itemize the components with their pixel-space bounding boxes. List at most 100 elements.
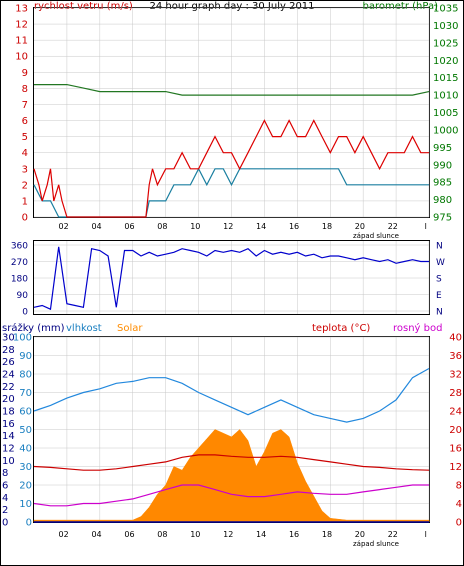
p1-x-tick-02: 02 bbox=[59, 222, 69, 231]
p1-right-tick-1035: 1035 bbox=[433, 4, 458, 15]
p3-rain-tick-18: 18 bbox=[2, 407, 15, 418]
p2-right-tick-2: S bbox=[436, 275, 442, 285]
p3-x-tick-16: 16 bbox=[289, 530, 299, 539]
p1-x-tick-18: 18 bbox=[322, 222, 332, 231]
p3-rain-tick-28: 28 bbox=[2, 345, 15, 356]
humidity-line bbox=[33, 367, 430, 423]
wind-gust-line bbox=[33, 119, 429, 218]
p3-temp-tick-24: 24 bbox=[449, 407, 462, 418]
p1-left-tick-2: 2 bbox=[22, 180, 28, 191]
barometer-label: barometr (hPa) bbox=[363, 1, 439, 12]
p1-left-tick-1: 1 bbox=[22, 196, 28, 207]
p3-x-tick-18: 18 bbox=[322, 530, 332, 539]
p3-x-tick-l: l bbox=[425, 530, 427, 539]
p1-right-tick-985: 985 bbox=[433, 178, 452, 189]
p1-left-tick-10: 10 bbox=[15, 52, 28, 63]
p3-x-tick-08: 08 bbox=[157, 530, 167, 539]
p1-right-tick-990: 990 bbox=[433, 160, 452, 171]
p1-right-tick-1030: 1030 bbox=[433, 21, 458, 32]
p3-humidity-tick-90: 90 bbox=[19, 351, 32, 362]
p1-x-tick-16: 16 bbox=[289, 222, 299, 231]
p3-x-tick-14: 14 bbox=[256, 530, 266, 539]
temperature-line bbox=[33, 454, 430, 471]
p2-right-tick-1: E bbox=[436, 291, 442, 301]
p3-x-tick-02: 02 bbox=[59, 530, 69, 539]
p3-rain-tick-8: 8 bbox=[2, 468, 8, 479]
p3-temp-tick-4: 4 bbox=[456, 499, 462, 510]
p3-x-tick-04: 04 bbox=[91, 530, 101, 539]
sunset-label-1: západ slunce bbox=[353, 232, 399, 240]
p1-right-tick-1020: 1020 bbox=[433, 56, 458, 67]
p3-rain-tick-6: 6 bbox=[2, 481, 8, 492]
p3-rain-tick-16: 16 bbox=[2, 419, 15, 430]
p1-right-tick-1010: 1010 bbox=[433, 91, 458, 102]
p1-x-tick-12: 12 bbox=[223, 222, 233, 231]
p2-left-tick-270: 270 bbox=[11, 258, 28, 268]
p3-rain-tick-12: 12 bbox=[2, 444, 15, 455]
p3-humidity-tick-30: 30 bbox=[19, 462, 32, 473]
p1-left-tick-9: 9 bbox=[22, 68, 28, 79]
p3-humidity-tick-60: 60 bbox=[19, 407, 32, 418]
p3-temp-tick-12: 12 bbox=[449, 462, 462, 473]
wind-direction-line bbox=[33, 246, 429, 311]
p3-temp-tick-8: 8 bbox=[456, 481, 462, 492]
p1-right-tick-1005: 1005 bbox=[433, 108, 458, 119]
sunset-label-3: západ slunce bbox=[353, 540, 399, 548]
p1-right-tick-1025: 1025 bbox=[433, 38, 458, 49]
p3-rain-tick-2: 2 bbox=[2, 505, 8, 516]
p3-humidity-tick-40: 40 bbox=[19, 444, 32, 455]
p1-left-tick-7: 7 bbox=[22, 100, 28, 111]
p3-humidity-tick-70: 70 bbox=[19, 388, 32, 399]
p1-x-tick-10: 10 bbox=[190, 222, 200, 231]
p1-right-tick-980: 980 bbox=[433, 195, 452, 206]
p3-rain-tick-26: 26 bbox=[2, 357, 15, 368]
p1-left-tick-8: 8 bbox=[22, 84, 28, 95]
p3-x-tick-22: 22 bbox=[388, 530, 398, 539]
p2-left-tick-360: 360 bbox=[11, 242, 28, 252]
p2-right-tick-4: N bbox=[436, 242, 443, 252]
p1-x-tick-04: 04 bbox=[91, 222, 101, 231]
p3-x-tick-20: 20 bbox=[355, 530, 365, 539]
p3-rain-tick-20: 20 bbox=[2, 394, 15, 405]
solar-label: Solar bbox=[117, 323, 143, 334]
p1-x-tick-20: 20 bbox=[355, 222, 365, 231]
p1-right-tick-975: 975 bbox=[433, 213, 452, 224]
graph-title: 24 hour graph day : 30 July 2011 bbox=[149, 1, 314, 12]
p3-rain-tick-30: 30 bbox=[2, 333, 15, 344]
p3-humidity-tick-10: 10 bbox=[19, 499, 32, 510]
rain-label: srážky (mm) bbox=[2, 322, 65, 334]
p1-x-tick-l: l bbox=[425, 222, 427, 231]
p3-humidity-tick-50: 50 bbox=[19, 425, 32, 436]
p1-x-tick-06: 06 bbox=[124, 222, 134, 231]
p3-rain-tick-24: 24 bbox=[2, 370, 15, 381]
p3-humidity-tick-0: 0 bbox=[26, 518, 32, 529]
humidity-label: vlhkost bbox=[66, 323, 102, 334]
dewpoint-line bbox=[33, 484, 429, 507]
p1-left-tick-5: 5 bbox=[22, 132, 28, 143]
p1-left-tick-12: 12 bbox=[15, 20, 28, 31]
pressure-line bbox=[34, 84, 430, 96]
p1-x-tick-14: 14 bbox=[256, 222, 266, 231]
p1-left-tick-3: 3 bbox=[22, 164, 28, 175]
p3-humidity-tick-80: 80 bbox=[19, 370, 32, 381]
p3-x-tick-06: 06 bbox=[124, 530, 134, 539]
p1-left-tick-4: 4 bbox=[22, 148, 28, 159]
p3-temp-tick-40: 40 bbox=[449, 333, 462, 344]
wind-speed-label: rychlost vetru (m/s) bbox=[34, 1, 133, 12]
temperature-label: teplota (°C) bbox=[312, 323, 370, 334]
p3-rain-tick-10: 10 bbox=[2, 456, 15, 467]
p2-left-tick-90: 90 bbox=[17, 291, 29, 301]
p3-rain-tick-14: 14 bbox=[2, 431, 15, 442]
p1-left-tick-0: 0 bbox=[22, 213, 28, 224]
tick-label-layer: 0123456789101112139759809859909951000100… bbox=[2, 4, 462, 540]
p3-temp-tick-28: 28 bbox=[449, 388, 462, 399]
p1-x-tick-22: 22 bbox=[388, 222, 398, 231]
p3-x-tick-10: 10 bbox=[190, 530, 200, 539]
p3-temp-tick-32: 32 bbox=[449, 370, 462, 381]
grid-layer bbox=[34, 7, 430, 523]
p2-left-tick-180: 180 bbox=[11, 275, 28, 285]
p3-temp-tick-0: 0 bbox=[456, 518, 462, 529]
p3-rain-tick-22: 22 bbox=[2, 382, 15, 393]
p3-temp-tick-36: 36 bbox=[449, 351, 462, 362]
